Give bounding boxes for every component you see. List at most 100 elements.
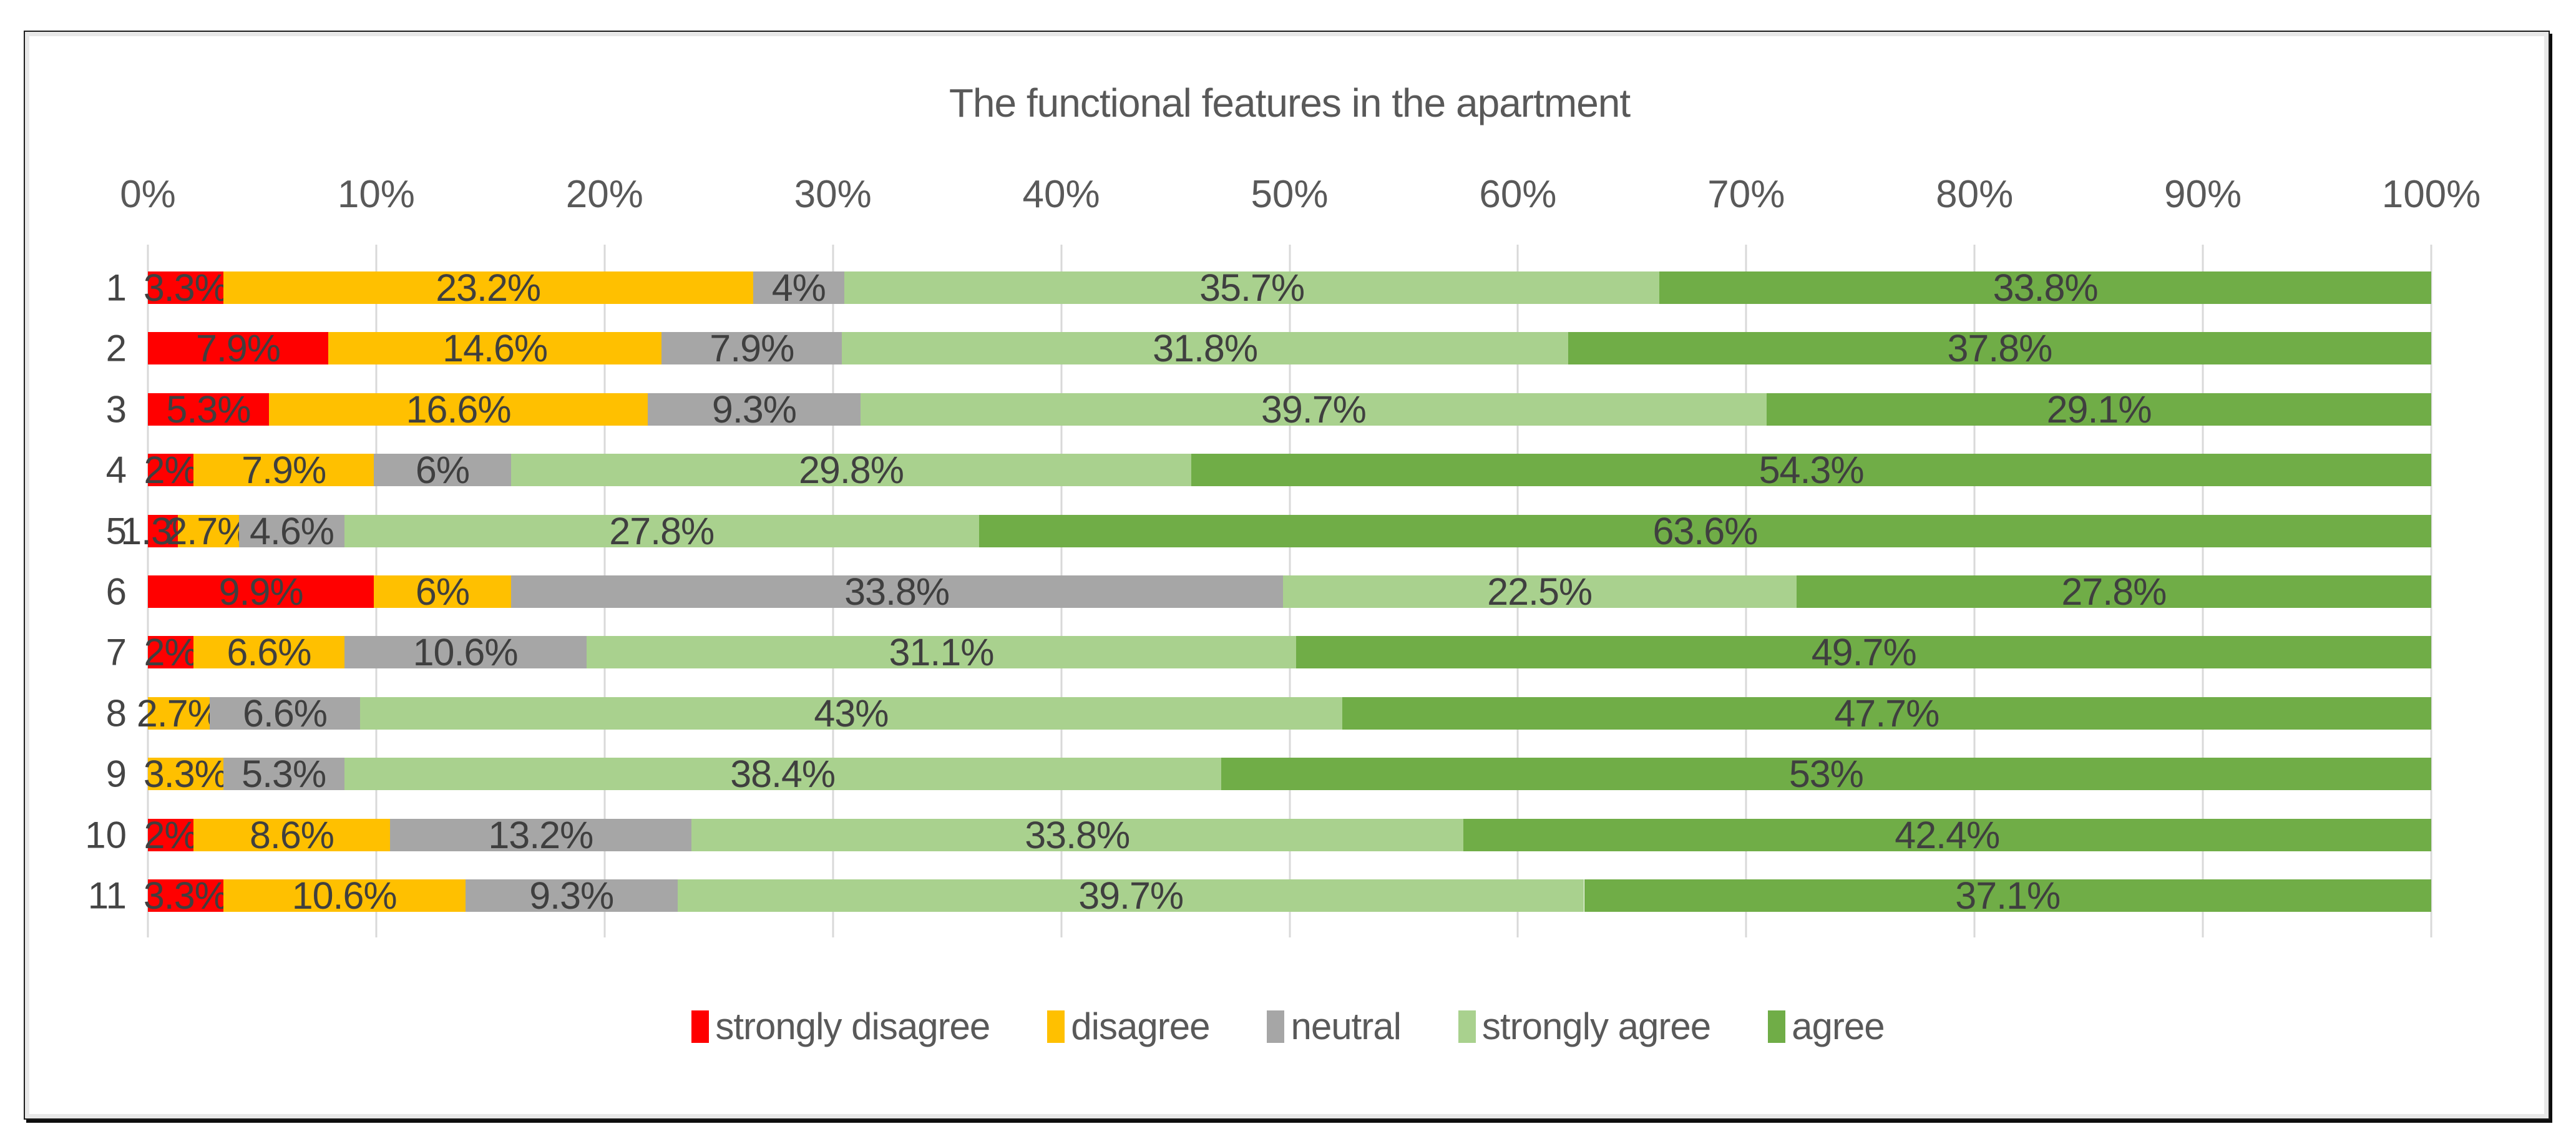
segment-label: 63.6% xyxy=(1652,509,1758,552)
segment-label: 33.8% xyxy=(1993,266,2099,309)
bar-segment xyxy=(239,514,344,547)
segment-label: 31.8% xyxy=(1153,327,1258,370)
category-label: 4 xyxy=(105,449,127,491)
bar-row: 3 5.3% 16.6% 9.3% 39.7% 29.1% xyxy=(106,388,2431,431)
chart-title: The functional features in the apartment xyxy=(949,81,1631,125)
bar-segment xyxy=(148,879,223,912)
segment-label: 7.9% xyxy=(242,449,326,492)
segment-label: 2% xyxy=(144,813,198,856)
bar-segment xyxy=(374,575,511,608)
bar-segment xyxy=(389,818,691,851)
x-axis-tick: 90% xyxy=(2164,173,2242,216)
bar-segment xyxy=(148,636,194,669)
bar-segment xyxy=(193,454,374,487)
x-axis-tick: 30% xyxy=(794,173,872,216)
bar-row: 1 3.3% 23.2% 4% 35.7% 33.8% xyxy=(106,266,2431,309)
bar-segment xyxy=(148,393,269,426)
x-axis-tick: 70% xyxy=(1707,173,1785,216)
bar-segment xyxy=(586,636,1297,669)
bar-segment xyxy=(148,454,194,487)
bar-segment xyxy=(148,332,329,365)
bar-segment xyxy=(148,271,223,304)
legend-marker xyxy=(691,1010,710,1043)
segment-label: 4% xyxy=(771,266,826,309)
segment-label: 5.3% xyxy=(166,388,251,431)
bar-row: 2 7.9% 14.6% 7.9% 31.8% 37.8% xyxy=(106,327,2431,369)
chart-frame-inner xyxy=(25,32,2549,1118)
segment-label: 10.6% xyxy=(291,874,398,917)
bar-segment xyxy=(148,514,178,547)
bar-segment xyxy=(1568,332,2431,365)
segment-label: 31.1% xyxy=(889,631,995,674)
legend: strongly disagree disagree neutral strongly… xyxy=(0,1005,2576,1048)
segment-label: 14.6% xyxy=(442,327,548,370)
segment-label: 23.2% xyxy=(436,266,541,309)
category-label: 8 xyxy=(105,692,127,735)
bar-segment xyxy=(465,879,678,912)
segment-label: 53% xyxy=(1788,753,1864,796)
segment-label: 3.3% xyxy=(143,266,228,309)
bar-segment xyxy=(1584,879,2431,912)
bar-segment xyxy=(148,575,374,608)
segment-label: 49.7% xyxy=(1811,631,1917,674)
segment-label: 42.4% xyxy=(1895,813,2000,856)
segment-label: 39.7% xyxy=(1261,388,1367,431)
bar-segment xyxy=(753,271,844,304)
segment-label: 2% xyxy=(144,631,198,674)
bar-segment xyxy=(661,332,842,365)
segment-label: 7.9% xyxy=(710,327,794,370)
legend-item: agree xyxy=(1768,1005,1885,1048)
category-label: 2 xyxy=(105,327,127,369)
x-axis-tick: 50% xyxy=(1251,173,1329,216)
segment-label: 8.6% xyxy=(249,813,334,856)
bar-row: 6 9.9% 6% 33.8% 22.5% 27.8% xyxy=(106,570,2431,613)
segment-label: 4.6% xyxy=(249,509,334,552)
x-axis-tick: 40% xyxy=(1022,173,1100,216)
segment-label: 33.8% xyxy=(844,570,950,613)
segment-label: 2% xyxy=(144,449,198,492)
segment-label: 9.9% xyxy=(218,570,304,613)
segment-label: 37.8% xyxy=(1947,327,2052,370)
bar-segment xyxy=(978,514,2431,547)
bar-segment xyxy=(344,514,979,547)
segment-label: 22.5% xyxy=(1487,570,1593,613)
segment-label: 7.9% xyxy=(195,327,281,370)
bar-segment xyxy=(844,271,1660,304)
segment-label: 33.8% xyxy=(1025,813,1130,856)
segment-label: 6.6% xyxy=(243,692,328,735)
segment-label: 37.1% xyxy=(1955,874,2061,917)
bar-segment xyxy=(1191,454,2431,487)
segment-label: 5.3% xyxy=(242,753,326,796)
bar-segment xyxy=(1796,575,2431,608)
segment-label: 27.8% xyxy=(2061,570,2167,613)
legend-label: agree xyxy=(1792,1005,1885,1047)
bar-row: 4 2% 7.9% 6% 29.8% 54.3% xyxy=(106,449,2431,491)
legend-item: strongly agree xyxy=(1458,1005,1711,1048)
category-label: 5 xyxy=(105,510,127,552)
gridline xyxy=(2430,245,2432,937)
legend-label: disagree xyxy=(1071,1005,1210,1047)
category-label: 7 xyxy=(105,631,127,673)
segment-label: 3.3% xyxy=(143,874,228,917)
bar-row: 10 2% 8.6% 13.2% 33.8% 42.4% xyxy=(85,814,2431,856)
category-label: 10 xyxy=(85,814,127,856)
x-axis-tick: 100% xyxy=(2381,173,2481,216)
bar-segment xyxy=(1282,575,1797,608)
bar-segment xyxy=(344,636,587,669)
segment-label: 2.7% xyxy=(166,509,251,552)
x-axis-tick: 20% xyxy=(565,173,643,216)
segment-label: 9.3% xyxy=(711,388,797,431)
bar-segment xyxy=(1221,758,2431,791)
segment-label: 6% xyxy=(415,570,470,613)
category-label: 6 xyxy=(105,570,127,613)
segment-label: 6.6% xyxy=(227,631,311,674)
bar-row: 5 1.3% 2.7% 4.6% 27.8% 63.6% xyxy=(106,510,2431,552)
x-axis: 0% 10% 20% 30% 40% 50% 60% 70% 80% 90% 100% xyxy=(120,172,2481,216)
bar-row: 7 2% 6.6% 10.6% 31.1% 49.7% xyxy=(106,631,2431,673)
bar-segment xyxy=(648,393,861,426)
bar-segment xyxy=(842,332,1568,365)
bar-row: 9 3.3% 5.3% 38.4% 53% xyxy=(106,753,2431,795)
bar-segment xyxy=(1296,636,2431,669)
x-axis-tick: 60% xyxy=(1479,173,1557,216)
